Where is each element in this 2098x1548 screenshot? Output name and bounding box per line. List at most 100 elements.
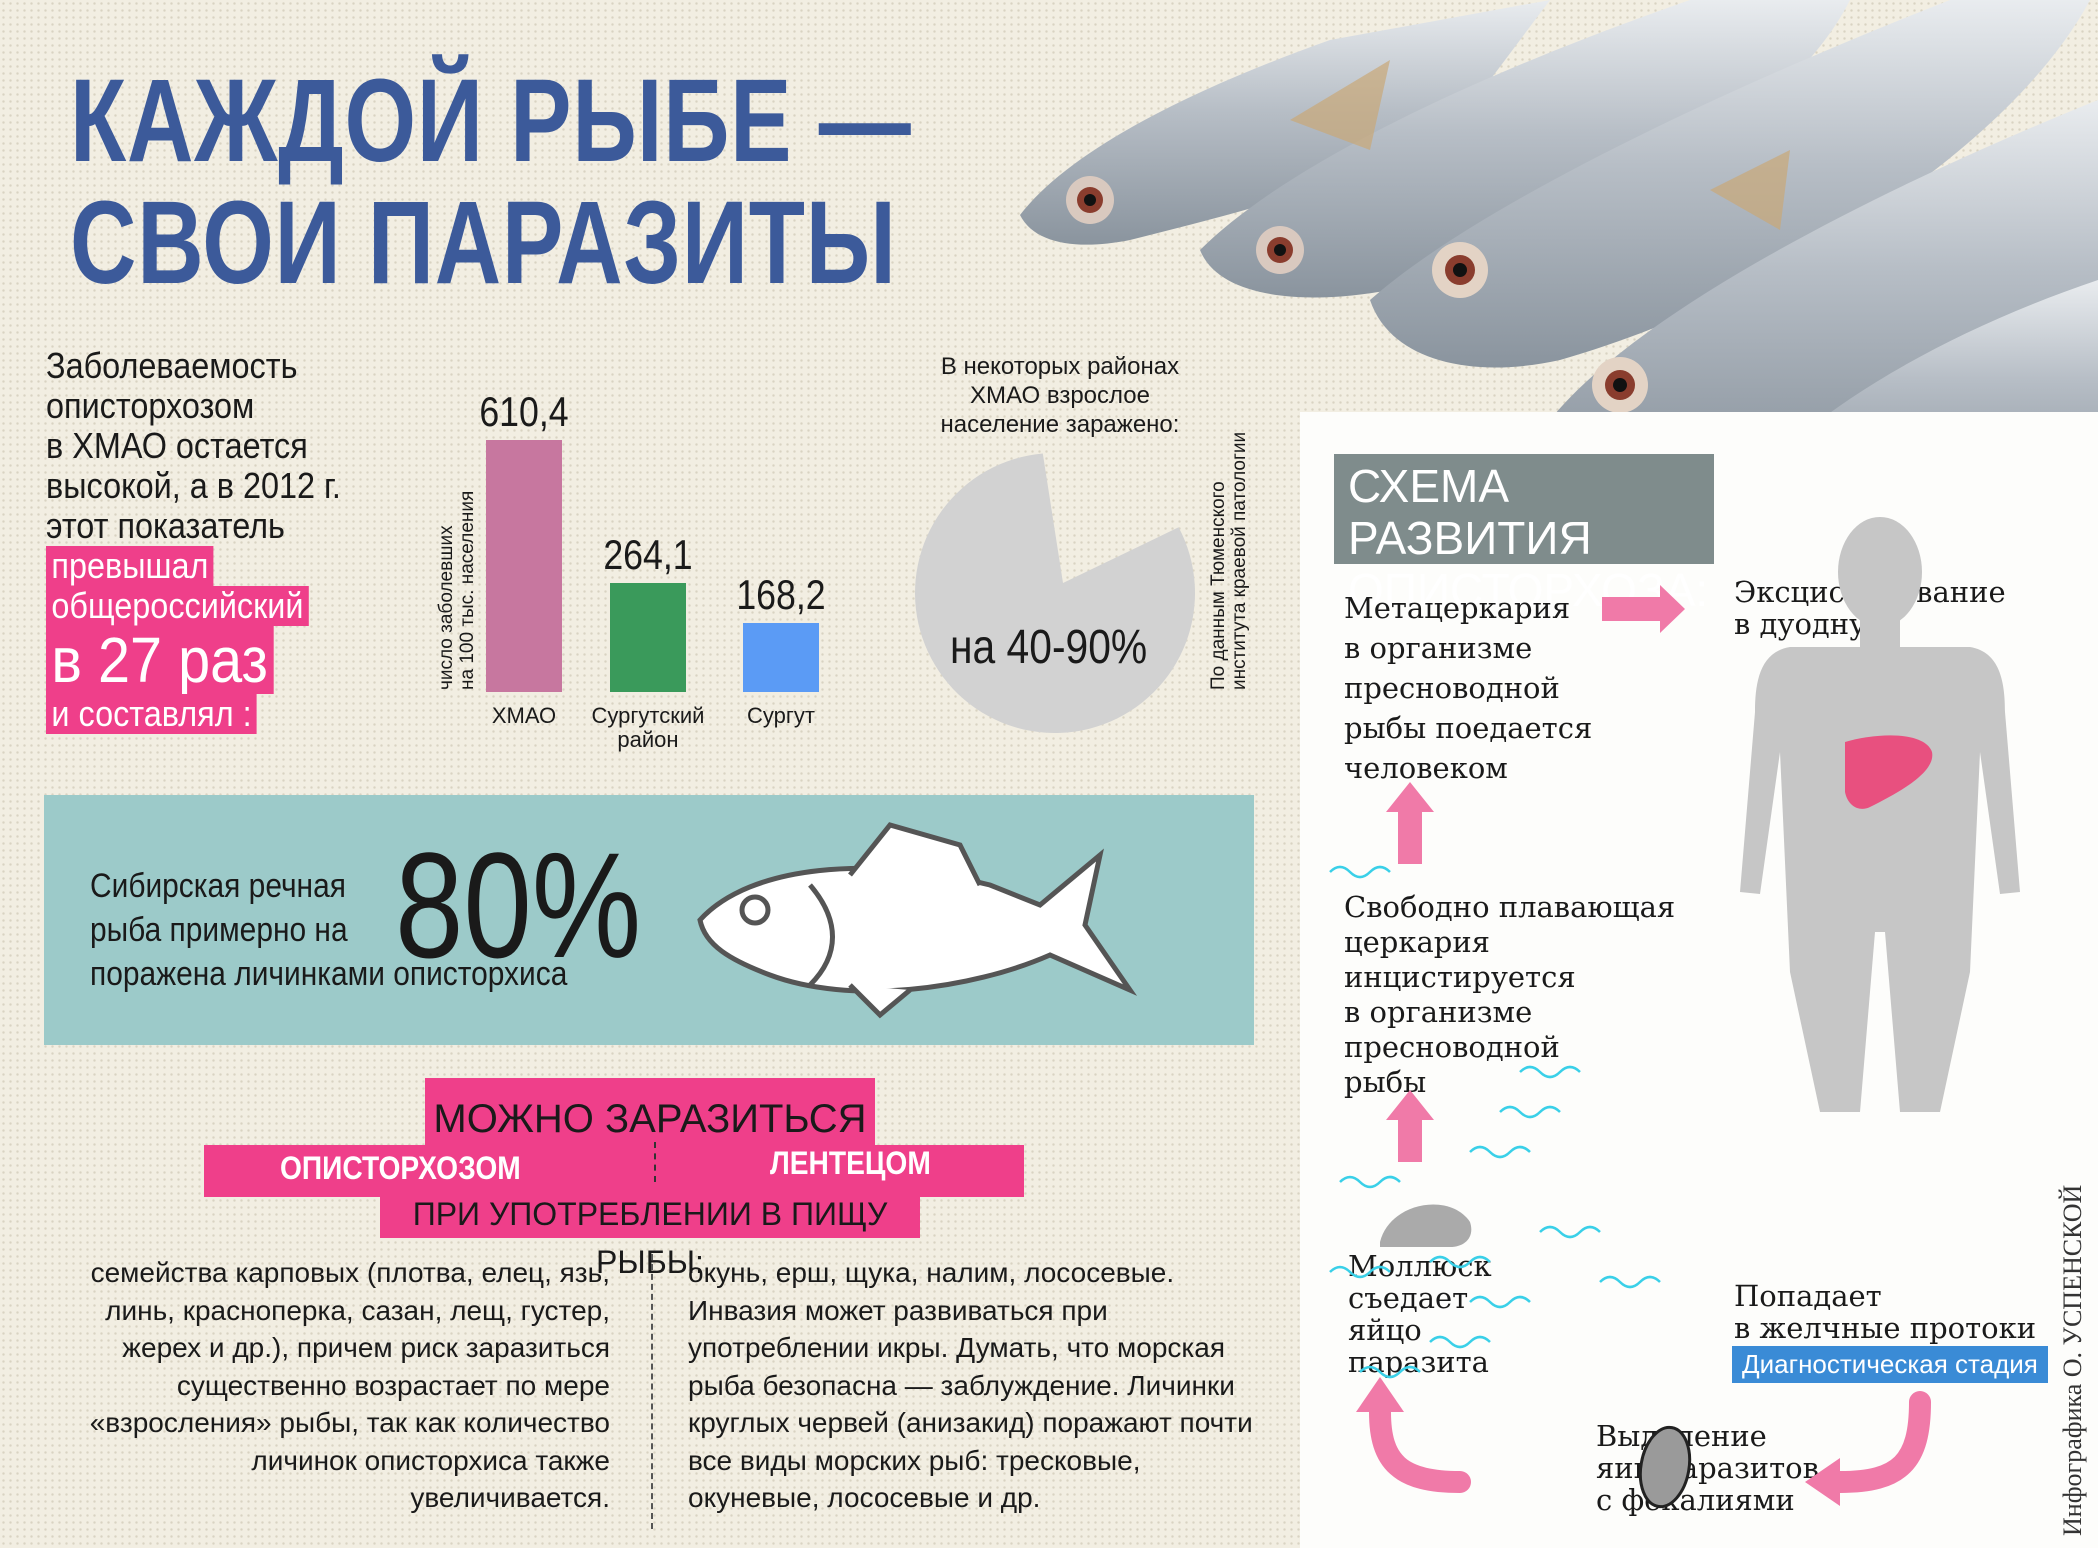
egg-icon [1638, 1425, 1692, 1509]
step-line: церкария [1344, 925, 1490, 959]
credit: Инфографика О. УСПЕНСКОЙ [2058, 1184, 2087, 1536]
incidence-bar-chart: число заболевших на 100 тыс. населения 6… [436, 360, 858, 760]
text-line: рыба безопасна — заблуждение. Личинки [688, 1369, 1235, 1401]
intro-highlight: и составлял : [46, 694, 258, 734]
bar-category-label: Сургутский район [591, 703, 705, 752]
text-line: окуневые, лососевые и др. [688, 1482, 1041, 1513]
pie-slice [915, 453, 1195, 733]
bar-value-label: 168,2 [736, 570, 826, 618]
bar-2 [743, 622, 819, 692]
step-line: паразита [1348, 1345, 1489, 1379]
text-line: линь, красноперка, сазан, лещ, густер, [105, 1294, 610, 1326]
arrow-right-icon [1602, 585, 1685, 633]
step-line: съедает [1348, 1281, 1469, 1315]
infection-label-bar [204, 1145, 1024, 1197]
intro-highlight: общероссийский [46, 586, 309, 626]
intro-highlight: превышал [46, 546, 214, 586]
bar-category-label: Сургут [747, 703, 815, 728]
percent-80: 80% [395, 821, 642, 989]
step-mollusk: Моллюск съедает яйцо паразита [1348, 1250, 1492, 1378]
arrow-up-icon [1386, 782, 1434, 864]
arrow-curve-left-icon [1829, 1391, 1931, 1493]
band-text: Сибирская речная рыба примерно на пораже… [90, 864, 567, 996]
page-title: КАЖДОЙ РЫБЕ — СВОИ ПАРАЗИТЫ [70, 60, 912, 304]
text-line: все виды морских рыб: тресковые, [688, 1444, 1141, 1476]
other-fish-text: окунь, ерш, щука, налим, лососевые. Инваз… [688, 1254, 1288, 1517]
pie-chart [915, 453, 1195, 733]
arrow-curve-up-icon [1369, 1401, 1471, 1493]
intro-line: этот показатель [46, 505, 285, 546]
carp-family-text: семейства карповых (плотва, елец, язь, ли… [40, 1254, 610, 1517]
scheme-arrows [1329, 517, 2020, 1509]
diagnostic-stage-badge: Диагностическая стадия [1732, 1346, 2048, 1383]
text-line: окунь, ерш, щука, налим, лососевые. [688, 1257, 1175, 1288]
pie-caption-line: ХМАО взрослое [970, 382, 1150, 409]
step-line: пресноводной [1344, 1030, 1560, 1064]
step-line: человеком [1344, 751, 1508, 785]
liver-icon [1845, 735, 1933, 809]
intro-highlight-big: в 27 раз [46, 626, 274, 694]
intro-line: описторхозом [46, 385, 255, 426]
step-line: рыбы поедается [1344, 711, 1593, 745]
fish-body-4 [1550, 100, 2098, 474]
intro-text: Заболеваемость описторхозом в ХМАО остае… [46, 346, 388, 734]
intro-line: в ХМАО остается [46, 425, 308, 466]
step-line: с фекалиями [1596, 1483, 1795, 1517]
fish-outline-icon [697, 822, 1138, 1019]
text-line: круглых червей (анизакид) поражают почти [688, 1407, 1253, 1438]
chart-ylabel: число заболевших на 100 тыс. населения [436, 491, 478, 690]
pie-source: По данным Тюменского института краевой п… [1208, 432, 1250, 690]
step-line: Моллюск [1348, 1249, 1492, 1283]
pie-source-line: института краевой патологии [1229, 431, 1250, 690]
step-line: пресноводной [1344, 671, 1560, 705]
text-line: увеличивается. [410, 1482, 610, 1513]
title-line-2: СВОИ ПАРАЗИТЫ [70, 177, 897, 309]
scheme-title-line: СХЕМА РАЗВИТИЯ [1348, 460, 1592, 564]
arrowhead-left-icon [1805, 1458, 1840, 1506]
step-cercaria: Свободно плавающая церкария инцистируется в… [1344, 890, 1675, 1100]
arrow-up-icon [1386, 1090, 1434, 1162]
pie-source-line: По данным Тюменского [1208, 481, 1229, 690]
infection-sub: ПРИ УПОТРЕБЛЕНИИ В ПИЩУ РЫБЫ: [380, 1190, 920, 1280]
bar-0 [486, 440, 562, 692]
fish-body-2 [1200, 0, 1850, 298]
arrowhead-up-icon [1356, 1377, 1404, 1412]
step-line: инцистируется [1344, 960, 1576, 994]
pie-caption: В некоторых районах ХМАО взрослое населе… [900, 352, 1220, 439]
snail-icon [1380, 1204, 1472, 1247]
fish-photo [1020, 0, 2098, 500]
step-metacercaria: Метацеркария в организме пресноводной рыбы … [1344, 588, 1592, 788]
bar-category-label: ХМАО [491, 703, 557, 728]
label-opisthorchiasis: ОПИСТОРХОЗОМ [280, 1150, 521, 1186]
text-line: Инвазия может развиваться при [688, 1294, 1108, 1326]
divider [654, 1142, 656, 1182]
bar-1 [610, 582, 686, 692]
human-silhouette-icon [1740, 517, 2020, 1112]
band-line: поражена личинками описторхиса [90, 955, 568, 993]
column-divider [651, 1254, 653, 1529]
step-line: в организме [1344, 995, 1533, 1029]
text-line: семейства карповых (плотва, елец, язь, [90, 1257, 610, 1288]
intro-line: высокой, а в 2012 г. [46, 465, 341, 506]
chart-ylabel-line: число заболевших [436, 525, 457, 690]
intro-line: Заболеваемость [46, 345, 298, 386]
step-line: яйцо [1348, 1313, 1422, 1347]
pie-caption-line: В некоторых районах [940, 353, 1180, 380]
fish-body-1 [1020, 0, 1550, 245]
text-line: личинок описторхиса также [251, 1444, 610, 1476]
step-line: Метацеркария [1344, 591, 1571, 625]
text-line: «взросления» рыбы, так как количество [89, 1407, 610, 1438]
step-line: в желчные протоки [1734, 1311, 2037, 1345]
step-bile-ducts: Попадает в желчные протоки [1734, 1280, 2036, 1344]
band-line: Сибирская речная [90, 867, 346, 905]
step-line: в организме [1344, 631, 1533, 665]
text-line: жерех и др.), причем риск заразиться [122, 1332, 610, 1363]
scheme-title: СХЕМА РАЗВИТИЯ ОПИСТОРХОЗА: [1334, 454, 1714, 616]
label-diphyllobothriasis: ЛЕНТЕЦОМ [770, 1145, 931, 1181]
title-line-1: КАЖДОЙ РЫБЕ — [70, 55, 912, 187]
pie-label: на 40-90% [950, 621, 1148, 674]
water-waves [1329, 865, 1661, 1379]
text-line: существенно возрастает по мере [176, 1369, 610, 1401]
chart-ylabel-line: на 100 тыс. населения [457, 490, 478, 690]
step-line: Попадает [1734, 1279, 1882, 1313]
